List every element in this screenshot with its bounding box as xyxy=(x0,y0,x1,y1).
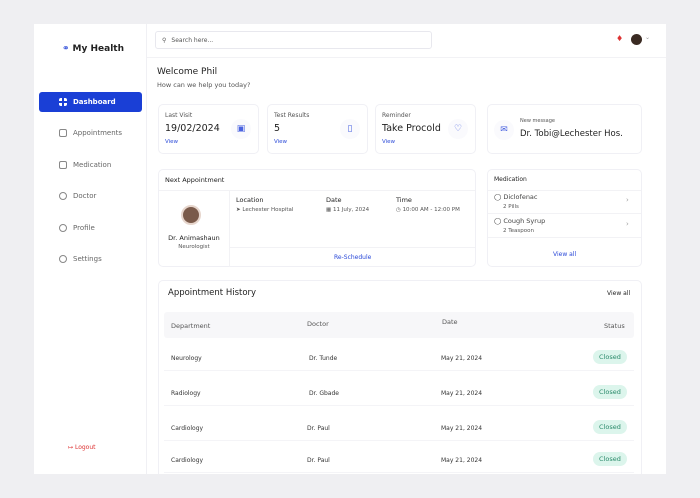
location-icon: ➤ xyxy=(236,207,241,213)
medication-card: Medication ◯ Diclofenac 2 Pills › ◯ Coug… xyxy=(487,169,642,267)
stat-card-reminder: Reminder Take Procold View ♡ xyxy=(375,104,476,154)
calendar-icon xyxy=(59,129,67,137)
status-badge: Closed xyxy=(593,420,627,434)
view-all-history-link[interactable]: View all xyxy=(607,290,631,297)
table-row[interactable]: Cardiology Dr. Paul May 21, 2024 Closed xyxy=(164,449,634,473)
test-tube-icon: ▯ xyxy=(340,119,360,139)
medication-item[interactable]: ◯ Diclofenac 2 Pills › xyxy=(488,190,641,214)
bell-icon: ♡ xyxy=(448,119,468,139)
sidebar-item-dashboard[interactable]: Dashboard xyxy=(39,92,142,112)
pill-icon: ◯ xyxy=(494,217,502,225)
doctor-avatar xyxy=(181,205,201,225)
table-row[interactable]: Cardiology Dr. Paul May 21, 2024 Closed xyxy=(164,417,634,441)
appointment-history-card xyxy=(158,280,642,474)
new-message-card[interactable]: ✉ New message Dr. Tobi@Lechester Hos. xyxy=(487,104,642,154)
grid-icon xyxy=(59,98,67,106)
table-row[interactable]: Radiology Dr. Gbade May 21, 2024 Closed xyxy=(164,382,634,406)
status-badge: Closed xyxy=(593,385,627,399)
gear-icon xyxy=(59,255,67,263)
page-subtitle: How can we help you today? xyxy=(157,81,251,89)
table-header: Department Doctor Date Status xyxy=(164,312,634,338)
calendar-icon: ▦ xyxy=(326,207,332,213)
sidebar-item-settings[interactable]: Settings xyxy=(39,249,142,269)
avatar[interactable] xyxy=(631,34,642,45)
logout-icon: ↦ xyxy=(68,444,74,451)
table-row[interactable]: Neurology Dr. Tunde May 21, 2024 Closed xyxy=(164,347,634,371)
app-window: ⚭ My Health Dashboard Appointments Medica… xyxy=(34,24,666,474)
chevron-right-icon: › xyxy=(626,220,629,228)
sidebar-item-medication[interactable]: Medication xyxy=(39,155,142,175)
view-link[interactable]: View xyxy=(382,139,396,145)
view-link[interactable]: View xyxy=(165,139,179,145)
stat-card-test-results: Test Results 5 View ▯ xyxy=(267,104,368,154)
status-badge: Closed xyxy=(593,350,627,364)
stethoscope-icon: ⚭ xyxy=(62,44,70,54)
view-all-medication-link[interactable]: View all xyxy=(553,251,577,258)
hospital-icon: ▣ xyxy=(231,119,251,139)
status-badge: Closed xyxy=(593,452,627,466)
notification-bell-icon[interactable]: ♦ xyxy=(616,34,624,43)
profile-icon xyxy=(59,224,67,232)
section-title: Appointment History xyxy=(168,288,257,298)
pill-icon xyxy=(59,161,67,169)
pill-icon: ◯ xyxy=(494,193,502,201)
stat-card-last-visit: Last Visit 19/02/2024 View ▣ xyxy=(158,104,259,154)
page-title: Welcome Phil xyxy=(157,67,218,77)
next-appointment-card: Next Appointment Dr. Animashaun Neurolog… xyxy=(158,169,476,267)
sidebar-item-appointments[interactable]: Appointments xyxy=(39,123,142,143)
view-link[interactable]: View xyxy=(274,139,288,145)
sidebar-item-profile[interactable]: Profile xyxy=(39,218,142,238)
user-icon xyxy=(59,192,67,200)
clock-icon: ◷ xyxy=(396,207,401,213)
sidebar-item-doctor[interactable]: Doctor xyxy=(39,186,142,206)
medication-item[interactable]: ◯ Cough Syrup 2 Teaspoon › xyxy=(488,214,641,238)
reschedule-button[interactable]: Re-Schedule xyxy=(334,254,372,261)
mail-icon: ✉ xyxy=(494,120,514,140)
search-icon: ⚲ xyxy=(162,36,167,44)
logo: ⚭ My Health xyxy=(62,44,125,54)
search-input[interactable]: ⚲ Search here... xyxy=(155,31,432,49)
sidebar: ⚭ My Health Dashboard Appointments Medica… xyxy=(34,24,147,474)
logout-button[interactable]: ↦ Logout xyxy=(68,444,96,451)
chevron-right-icon: › xyxy=(626,196,629,204)
divider xyxy=(147,57,666,58)
chevron-down-icon[interactable]: ⌄ xyxy=(645,34,651,41)
